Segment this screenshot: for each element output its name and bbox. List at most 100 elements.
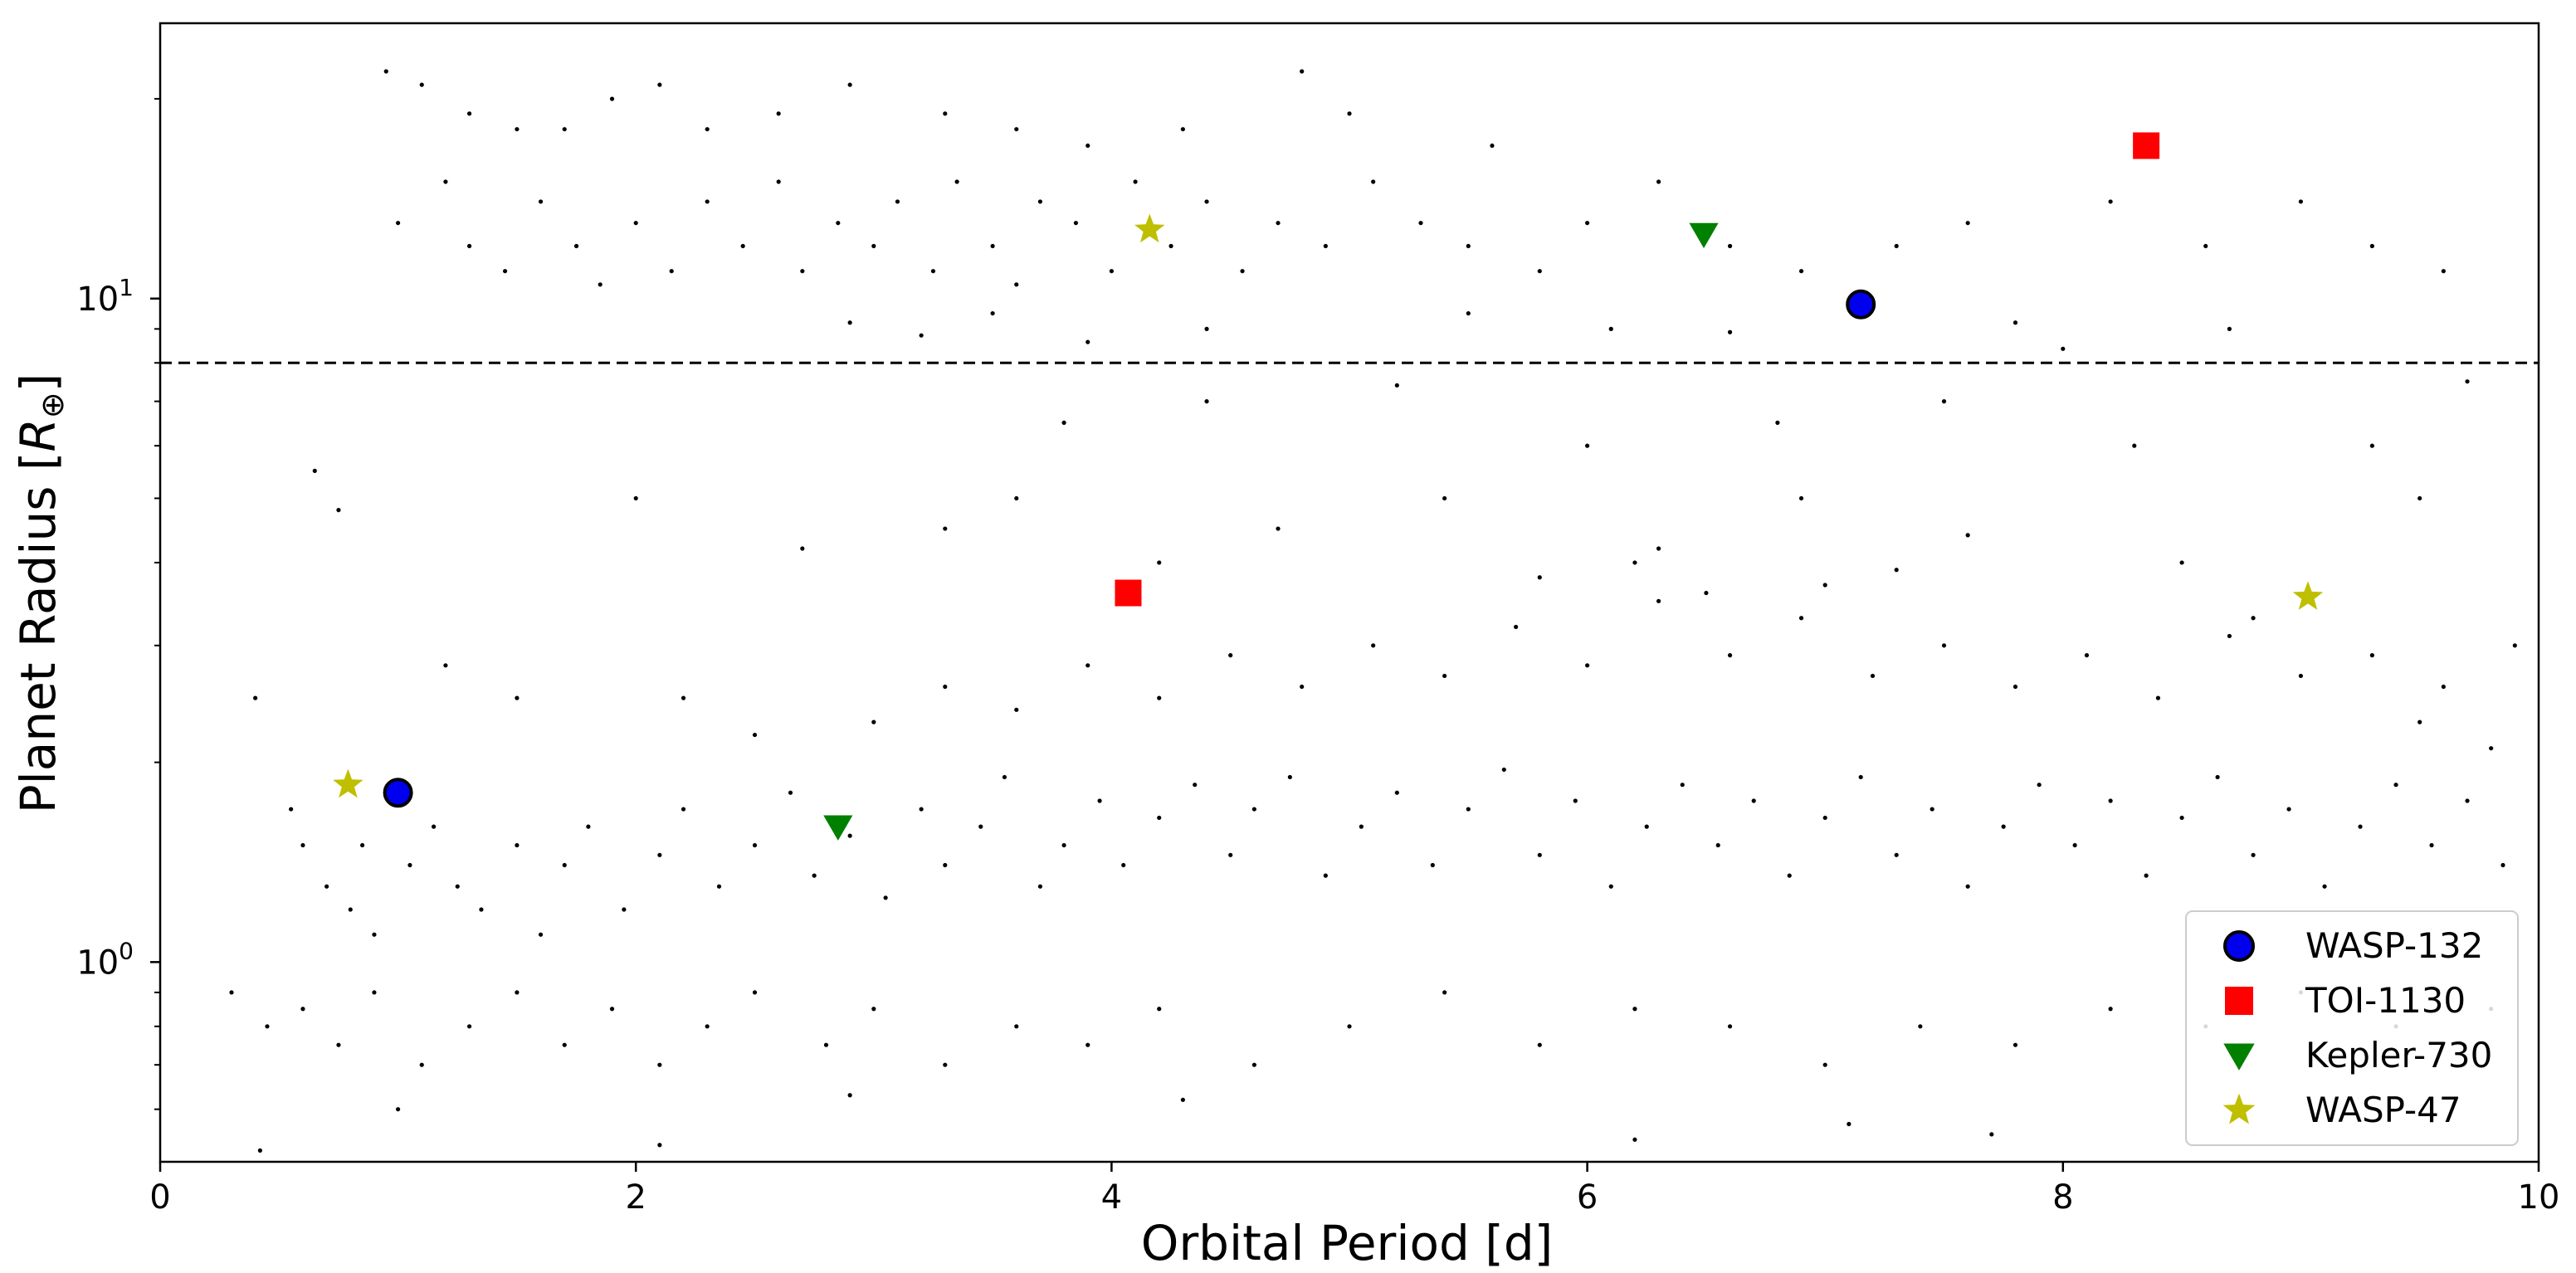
background-point bbox=[1787, 873, 1792, 878]
background-point bbox=[1537, 269, 1542, 274]
background-point bbox=[1251, 1062, 1256, 1067]
background-point bbox=[1466, 243, 1471, 249]
background-point bbox=[1086, 1042, 1090, 1047]
y-axis-label-subscript: ⊕ bbox=[34, 392, 71, 418]
background-point bbox=[1918, 1024, 1923, 1029]
background-point bbox=[515, 990, 520, 995]
background-point bbox=[1240, 269, 1245, 274]
background-point bbox=[895, 199, 900, 204]
background-point bbox=[657, 82, 662, 87]
background-point bbox=[2500, 862, 2505, 868]
background-point bbox=[2465, 798, 2470, 803]
background-point bbox=[562, 1042, 567, 1047]
background-point bbox=[515, 127, 520, 132]
background-point bbox=[1168, 243, 1173, 249]
background-point bbox=[229, 990, 234, 995]
y-axis-label-close: ] bbox=[10, 373, 66, 393]
background-point bbox=[1656, 179, 1661, 184]
background-point bbox=[2227, 326, 2232, 331]
background-point bbox=[383, 69, 388, 74]
background-point bbox=[2179, 560, 2184, 565]
background-point bbox=[836, 221, 841, 226]
background-point bbox=[1656, 598, 1661, 603]
background-point bbox=[1870, 673, 1876, 679]
background-point bbox=[776, 111, 781, 116]
background-point bbox=[1073, 221, 1079, 226]
background-point bbox=[1727, 243, 1733, 249]
y-tick-label: 101 bbox=[76, 274, 134, 319]
background-point bbox=[2013, 684, 2018, 690]
background-point bbox=[1086, 339, 1090, 344]
background-point bbox=[871, 719, 876, 724]
y-axis-label: Planet Radius [R⊕] bbox=[10, 373, 71, 814]
background-point bbox=[1347, 1024, 1352, 1029]
x-axis-ticks: 0 2 4 6 8 10 bbox=[149, 1162, 2559, 1217]
background-point bbox=[419, 1062, 424, 1067]
background-point bbox=[372, 932, 377, 937]
background-point bbox=[705, 127, 710, 132]
background-point bbox=[1287, 774, 1292, 780]
background-point bbox=[1097, 798, 1102, 803]
background-point bbox=[431, 824, 437, 829]
background-point bbox=[2013, 1042, 2018, 1047]
background-point bbox=[1371, 643, 1376, 648]
background-point bbox=[1644, 824, 1649, 829]
background-point bbox=[1014, 495, 1019, 501]
background-point bbox=[372, 990, 377, 995]
background-point bbox=[1251, 807, 1256, 812]
background-point bbox=[1157, 1007, 1162, 1012]
background-point bbox=[2061, 346, 2066, 351]
background-point bbox=[1894, 568, 1899, 573]
background-point bbox=[1204, 199, 1209, 204]
background-point bbox=[466, 111, 472, 116]
background-point bbox=[1037, 199, 1043, 204]
background-point bbox=[943, 684, 948, 690]
background-point bbox=[609, 96, 615, 101]
background-point bbox=[2037, 783, 2042, 788]
wasp-47-point bbox=[2292, 581, 2324, 610]
background-point bbox=[257, 1148, 262, 1153]
background-point bbox=[788, 790, 793, 795]
background-point bbox=[2251, 852, 2256, 857]
background-point bbox=[1323, 873, 1328, 878]
background-point bbox=[1608, 884, 1613, 889]
background-point bbox=[1086, 663, 1090, 668]
background-point bbox=[360, 842, 365, 848]
background-point bbox=[752, 990, 758, 995]
background-point bbox=[1442, 495, 1447, 501]
background-point bbox=[1656, 546, 1661, 551]
background-point bbox=[265, 1024, 270, 1029]
background-point bbox=[515, 842, 520, 848]
toi-1130-point bbox=[2133, 132, 2160, 159]
background-point bbox=[657, 1143, 662, 1148]
background-point bbox=[978, 824, 983, 829]
y-axis-ticks: 100 101 bbox=[76, 98, 160, 1110]
background-point bbox=[1193, 783, 1198, 788]
background-point bbox=[2215, 774, 2220, 780]
background-point bbox=[1941, 399, 1947, 404]
background-point bbox=[2369, 653, 2374, 658]
background-point bbox=[919, 333, 924, 338]
background-point bbox=[1121, 862, 1126, 868]
legend: WASP-132 TOI-1130 Kepler-730 WASP-47 bbox=[2185, 910, 2519, 1146]
background-point bbox=[1965, 533, 1970, 538]
y-axis-label-symbol: R bbox=[10, 418, 66, 451]
background-point bbox=[1798, 269, 1804, 274]
x-tick-label: 0 bbox=[149, 1178, 170, 1217]
background-point bbox=[300, 842, 305, 848]
legend-label-wasp-47: WASP-47 bbox=[2305, 1090, 2461, 1130]
background-point bbox=[930, 269, 936, 274]
background-point bbox=[538, 932, 544, 937]
background-point bbox=[1941, 643, 1947, 648]
background-point bbox=[2286, 807, 2291, 812]
background-point bbox=[1858, 774, 1863, 780]
background-point bbox=[1014, 127, 1019, 132]
background-point bbox=[396, 1107, 401, 1112]
background-point bbox=[1014, 1024, 1019, 1029]
background-point bbox=[2489, 746, 2494, 751]
legend-marker-kepler-730 bbox=[2223, 1043, 2255, 1071]
background-point bbox=[515, 695, 520, 700]
background-point bbox=[812, 873, 817, 878]
background-point bbox=[1965, 221, 1970, 226]
